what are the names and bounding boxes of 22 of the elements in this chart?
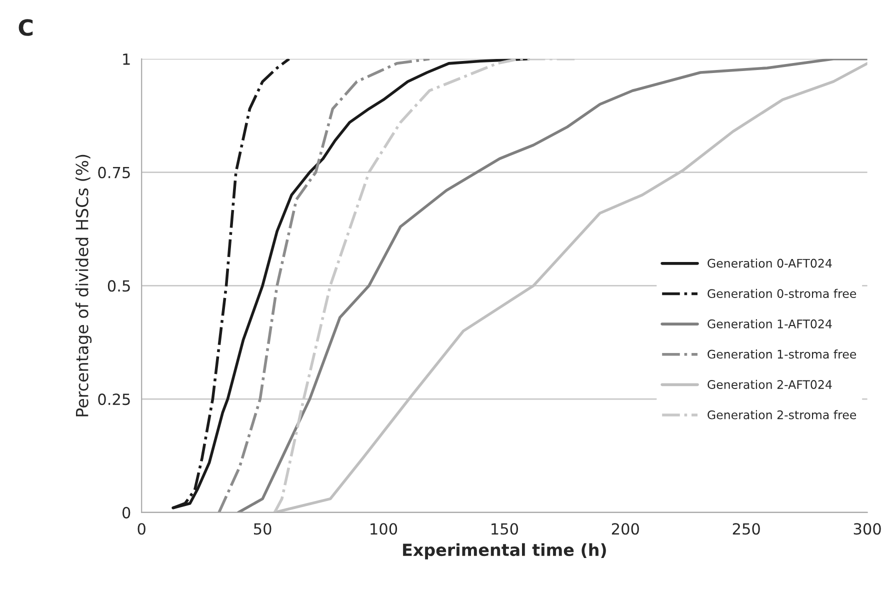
legend-label: Generation 0-AFT024 (708, 258, 832, 268)
chart-title: C (18, 19, 33, 36)
y-tick-label: 1 (123, 54, 130, 65)
legend-label: Generation 2-AFT024 (708, 380, 832, 389)
x-tick-label: 100 (370, 523, 398, 535)
legend-label: Generation 0-stroma free (708, 288, 856, 298)
y-tick-label: 0 (122, 506, 130, 518)
legend-label: Generation 2-stroma free (708, 410, 856, 420)
y-tick-label: 0.25 (98, 394, 130, 406)
x-tick-label: 50 (254, 523, 272, 535)
y-axis-title: Percentage of divided HSCs (%) (75, 154, 92, 416)
x-tick-label: 200 (612, 523, 639, 535)
x-tick-label: 150 (492, 523, 518, 535)
x-axis-title: Experimental time (h) (403, 543, 606, 560)
x-tick-label: 0 (138, 523, 146, 535)
y-tick-label: 0.5 (108, 280, 130, 292)
legend-label: Generation 1-stroma free (708, 350, 856, 359)
legend-label: Generation 1-AFT024 (708, 319, 832, 328)
y-tick-label: 0.75 (98, 166, 130, 178)
x-tick-label: 300 (854, 523, 881, 535)
line-series (218, 58, 431, 512)
x-tick-label: 250 (732, 523, 760, 535)
